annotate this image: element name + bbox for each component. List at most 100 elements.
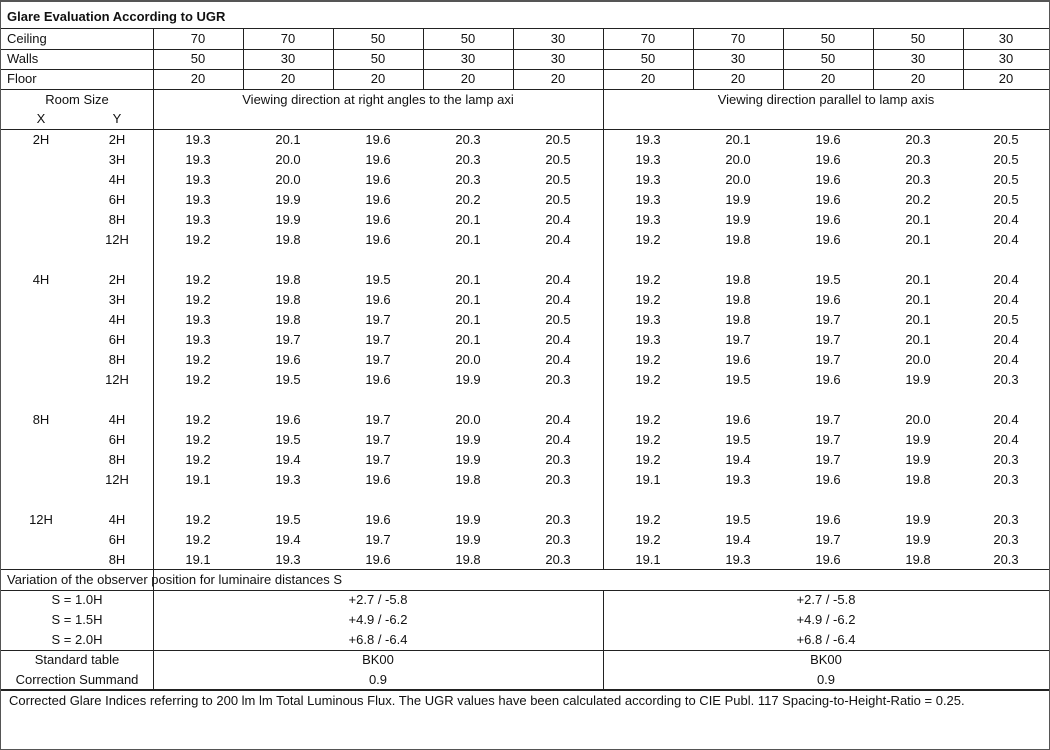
ugr-value: 19.7 [365,412,391,427]
divider [153,90,154,690]
reflectance-value: 20 [280,71,296,86]
ugr-value: 19.6 [365,512,391,527]
ugr-value: 19.2 [185,532,211,547]
ugr-value: 19.2 [635,352,661,367]
ugr-value: 20.4 [993,432,1019,447]
ugr-value: 20.3 [545,512,571,527]
reflectance-label-walls: Walls [7,51,39,66]
ugr-value: 19.9 [905,452,931,467]
ugr-value: 19.6 [815,372,841,387]
ugr-value: 20.3 [545,552,571,567]
room-x: 8H [32,412,50,427]
room-x: 12H [29,512,53,527]
room-y: 3H [108,292,126,307]
ugr-value: 20.2 [455,192,481,207]
ugr-value: 20.4 [545,272,571,287]
ugr-value: 20.4 [545,352,571,367]
ugr-value: 20.1 [455,272,481,287]
ugr-value: 19.6 [815,192,841,207]
ugr-value: 19.8 [455,472,481,487]
room-size-header: Room Size [45,92,109,107]
room-y: 12H [105,232,129,247]
ugr-value: 20.4 [993,352,1019,367]
variation-right: +2.7 / -5.8 [796,592,856,607]
ugr-value: 20.1 [455,332,481,347]
ugr-value: 19.2 [185,372,211,387]
ugr-value: 19.9 [725,212,751,227]
ugr-value: 19.6 [365,292,391,307]
variation-right: +4.9 / -6.2 [796,612,856,627]
ugr-value: 20.1 [905,232,931,247]
ugr-value: 19.2 [635,452,661,467]
divider [1,28,1049,29]
ugr-value: 19.2 [635,512,661,527]
ugr-value: 20.3 [455,132,481,147]
divider [603,29,604,89]
ugr-value: 19.1 [185,552,211,567]
ugr-value: 19.5 [815,272,841,287]
ugr-value: 19.5 [725,432,751,447]
ugr-value: 20.4 [993,232,1019,247]
reflectance-value: 30 [550,51,566,66]
x-header: X [36,111,46,126]
ugr-value: 20.3 [545,452,571,467]
ugr-value: 19.3 [635,312,661,327]
ugr-value: 19.7 [365,452,391,467]
room-y: 2H [108,132,126,147]
ugr-value: 20.5 [993,312,1019,327]
room-y: 12H [105,472,129,487]
ugr-value: 19.2 [635,432,661,447]
room-y: 6H [108,532,126,547]
ugr-value: 20.4 [993,292,1019,307]
ugr-value: 19.5 [275,512,301,527]
ugr-value: 19.4 [725,452,751,467]
ugr-value: 19.2 [185,352,211,367]
divider [1,89,1049,90]
ugr-value: 20.4 [993,332,1019,347]
divider [333,29,334,89]
ugr-value: 20.3 [905,132,931,147]
ugr-value: 19.3 [635,332,661,347]
ugr-value: 20.0 [725,172,751,187]
reflectance-value: 20 [998,71,1014,86]
ugr-value: 19.3 [635,172,661,187]
reflectance-value: 30 [280,51,296,66]
ugr-value: 19.3 [185,172,211,187]
reflectance-value: 50 [820,51,836,66]
ugr-value: 19.3 [725,472,751,487]
ugr-value: 19.1 [185,472,211,487]
ugr-value: 19.2 [185,432,211,447]
ugr-value: 20.3 [905,152,931,167]
ugr-value: 19.6 [365,132,391,147]
ugr-value: 20.5 [545,192,571,207]
ugr-value: 19.6 [815,292,841,307]
ugr-value: 20.4 [545,292,571,307]
ugr-value: 19.2 [635,272,661,287]
ugr-value: 19.2 [635,232,661,247]
ugr-value: 19.8 [275,232,301,247]
ugr-value: 19.2 [635,372,661,387]
reflectance-label-floor: Floor [7,71,37,86]
divider [603,590,604,690]
divider [783,29,784,89]
ugr-value: 19.7 [815,452,841,467]
ugr-value: 19.9 [905,532,931,547]
ugr-value: 20.1 [905,272,931,287]
ugr-value: 19.3 [185,132,211,147]
ugr-value: 20.5 [545,172,571,187]
ugr-value: 19.9 [275,212,301,227]
ugr-value: 19.4 [275,532,301,547]
ugr-value: 19.3 [185,152,211,167]
ugr-value: 19.6 [815,232,841,247]
ugr-value: 19.8 [725,292,751,307]
ugr-value: 19.3 [185,312,211,327]
ugr-value: 20.3 [545,532,571,547]
divider [603,90,604,569]
ugr-value: 20.1 [905,212,931,227]
ugr-value: 19.6 [815,172,841,187]
ugr-value: 19.6 [365,372,391,387]
ugr-value: 20.3 [993,372,1019,387]
ugr-value: 20.4 [993,212,1019,227]
ugr-value: 20.3 [455,172,481,187]
